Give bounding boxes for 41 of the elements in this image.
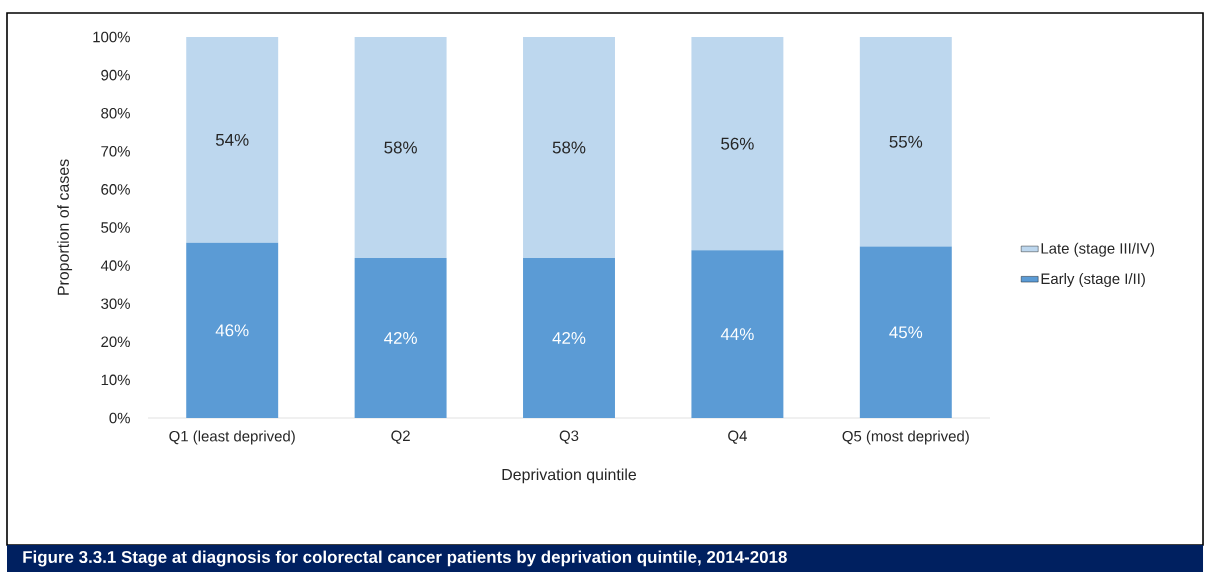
bar xyxy=(691,37,784,251)
data-label: 42% xyxy=(552,332,586,344)
bar xyxy=(691,250,784,418)
y-tick-label: 60% xyxy=(101,184,130,195)
bar xyxy=(859,37,952,247)
x-tick-label: Q1 (least deprived) xyxy=(169,430,295,445)
y-tick-label: 20% xyxy=(101,336,130,348)
x-tick-label: Q2 xyxy=(391,430,410,444)
x-tick-label: Q3 xyxy=(559,430,579,444)
legend-label: Early (stage I/II) xyxy=(1041,273,1145,287)
data-label: 56% xyxy=(721,137,754,150)
data-label: 54% xyxy=(215,133,249,146)
x-axis-title: Deprivation quintile xyxy=(502,468,637,484)
y-tick-label: 70% xyxy=(101,146,130,157)
text: Figure 3.3.1 Stage at diagnosis for colorectal cancer patients by deprivation quintile, 2014-2018 xyxy=(23,550,787,567)
y-tick-label: 50% xyxy=(101,222,130,233)
y-tick-label: 100% xyxy=(93,31,130,43)
bar xyxy=(523,37,615,258)
x-tick-label: Q5 (most deprived) xyxy=(842,430,969,445)
y-tick-label: 40% xyxy=(100,260,130,271)
data-label: 58% xyxy=(384,141,417,154)
y-tick-label: 0% xyxy=(109,412,130,424)
data-label: 45% xyxy=(889,326,923,339)
y-tick-label: 80% xyxy=(101,107,130,119)
bar xyxy=(186,37,279,243)
bar xyxy=(354,37,447,258)
bar xyxy=(354,257,447,418)
y-axis-title: Proportion of cases xyxy=(57,159,73,295)
x-tick-label: Q4 xyxy=(728,430,747,444)
data-label: 55% xyxy=(889,135,923,148)
bar xyxy=(523,257,615,418)
data-label: 44% xyxy=(720,328,754,341)
data-label: 42% xyxy=(384,332,417,344)
data-label: 58% xyxy=(552,141,586,154)
data-label: 46% xyxy=(215,324,249,337)
bar xyxy=(186,242,279,418)
bar xyxy=(859,246,952,418)
legend-label: Late (stage III/IV) xyxy=(1041,242,1155,257)
y-tick-label: 90% xyxy=(101,69,130,81)
y-tick-label: 30% xyxy=(101,298,130,309)
y-tick-label: 10% xyxy=(101,374,130,386)
